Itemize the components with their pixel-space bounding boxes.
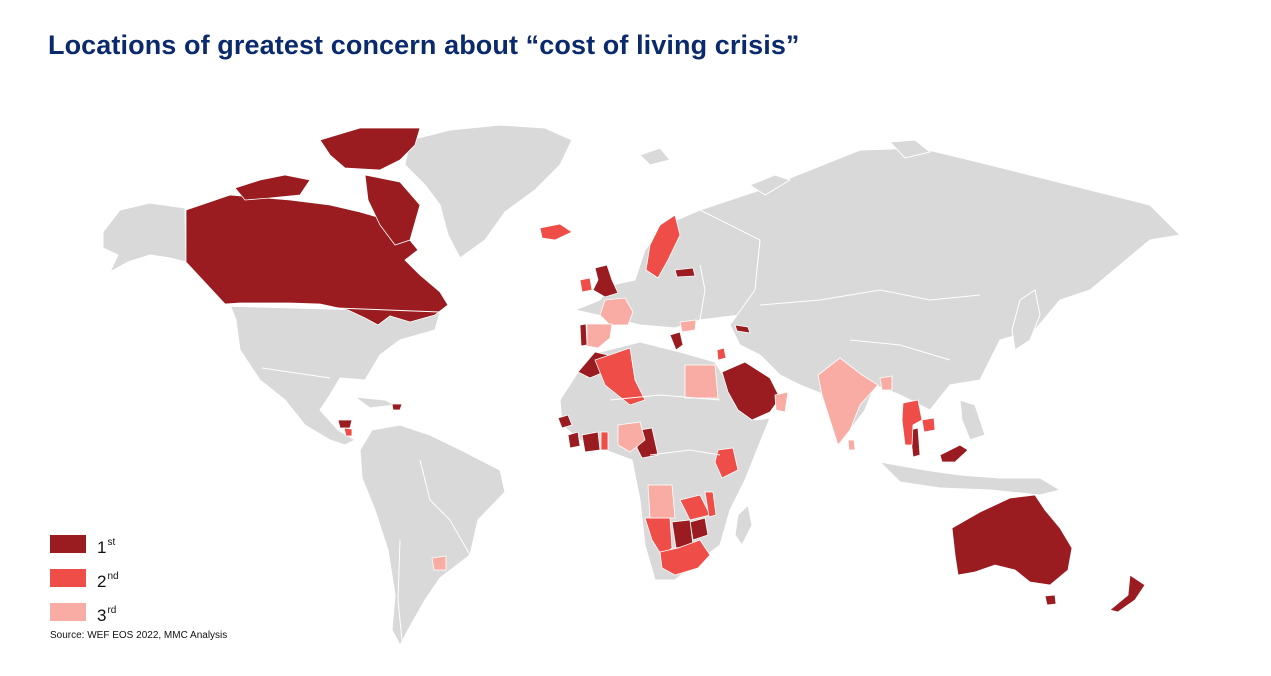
land-svalbard (639, 147, 671, 166)
region-iceland (539, 223, 573, 241)
legend-label-second: 2nd (97, 571, 119, 591)
region-india (817, 357, 879, 446)
regions-third (431, 297, 893, 571)
chart-title: Locations of greatest concern about “cos… (48, 30, 800, 60)
region-ivory-coast (581, 431, 601, 453)
border-china-south (849, 339, 951, 361)
land-novaya-zemlya (748, 174, 792, 196)
region-uk (592, 264, 619, 298)
region-portugal (579, 323, 588, 347)
region-ghana (567, 431, 581, 449)
region-malawi (704, 491, 717, 518)
region-egypt (684, 364, 719, 399)
region-algeria (594, 347, 646, 406)
region-dominican-republic (391, 403, 403, 411)
border-russia-kazakhstan (759, 289, 881, 306)
region-thailand (901, 399, 923, 446)
region-uruguay (431, 555, 447, 571)
region-honduras (337, 419, 353, 429)
legend-swatch-third (50, 603, 86, 621)
region-sri-lanka (847, 439, 856, 451)
land-severnaya (888, 139, 932, 159)
region-south-africa (659, 539, 711, 576)
region-costa-rica (343, 427, 353, 437)
region-bulgaria (679, 319, 697, 333)
land-greenland (404, 124, 573, 259)
region-angola (647, 484, 676, 519)
region-bangladesh (879, 375, 893, 391)
region-cambodia (921, 417, 936, 433)
land-caribbean (353, 396, 397, 409)
region-saudi-arabia (721, 361, 781, 421)
border-central-africa (649, 449, 721, 456)
region-sweden (645, 214, 681, 279)
region-canada-islands (234, 174, 311, 201)
region-france (599, 297, 634, 326)
border-usa-mexico (261, 367, 331, 379)
land-philippines (959, 399, 986, 441)
region-kenya (714, 447, 739, 479)
region-oman (774, 391, 789, 413)
land-alaska (102, 202, 187, 274)
region-ireland (579, 277, 593, 293)
legend-swatch-first (50, 535, 86, 553)
region-georgia (734, 324, 751, 334)
region-sierra-leone (557, 414, 573, 429)
legend-swatch-second (50, 569, 86, 587)
regions-second (343, 214, 936, 576)
land-japan (1011, 289, 1041, 351)
land-russia-asia (698, 147, 1182, 447)
country-borders (229, 264, 981, 641)
region-greece (669, 331, 684, 351)
region-new-zealand (1109, 574, 1146, 613)
region-nigeria (617, 421, 646, 453)
border-chile-argentina (397, 539, 403, 641)
region-malaysia-borneo (939, 444, 969, 463)
border-sahara (609, 394, 721, 401)
legend-label-first: 1st (97, 537, 116, 557)
regions-first (185, 127, 1146, 613)
border-europe-east (699, 264, 706, 321)
base-land (102, 124, 1182, 647)
region-benin (600, 431, 609, 451)
region-canada-arctic (319, 127, 421, 171)
border-brazil (419, 459, 471, 556)
region-latvia (674, 267, 696, 278)
region-tasmania (1044, 594, 1057, 606)
border-china-mongolia (879, 289, 981, 301)
region-spain (586, 323, 613, 349)
legend-label-third: 3rd (97, 605, 117, 625)
border-usa-canada (229, 303, 441, 313)
source-note: Source: WEF EOS 2022, MMC Analysis (50, 630, 228, 641)
region-baffin (364, 174, 421, 246)
land-south-america (359, 424, 506, 647)
land-madagascar (734, 503, 753, 546)
land-indonesia (878, 461, 1062, 496)
region-australia (951, 494, 1073, 586)
region-lebanon (716, 347, 727, 361)
